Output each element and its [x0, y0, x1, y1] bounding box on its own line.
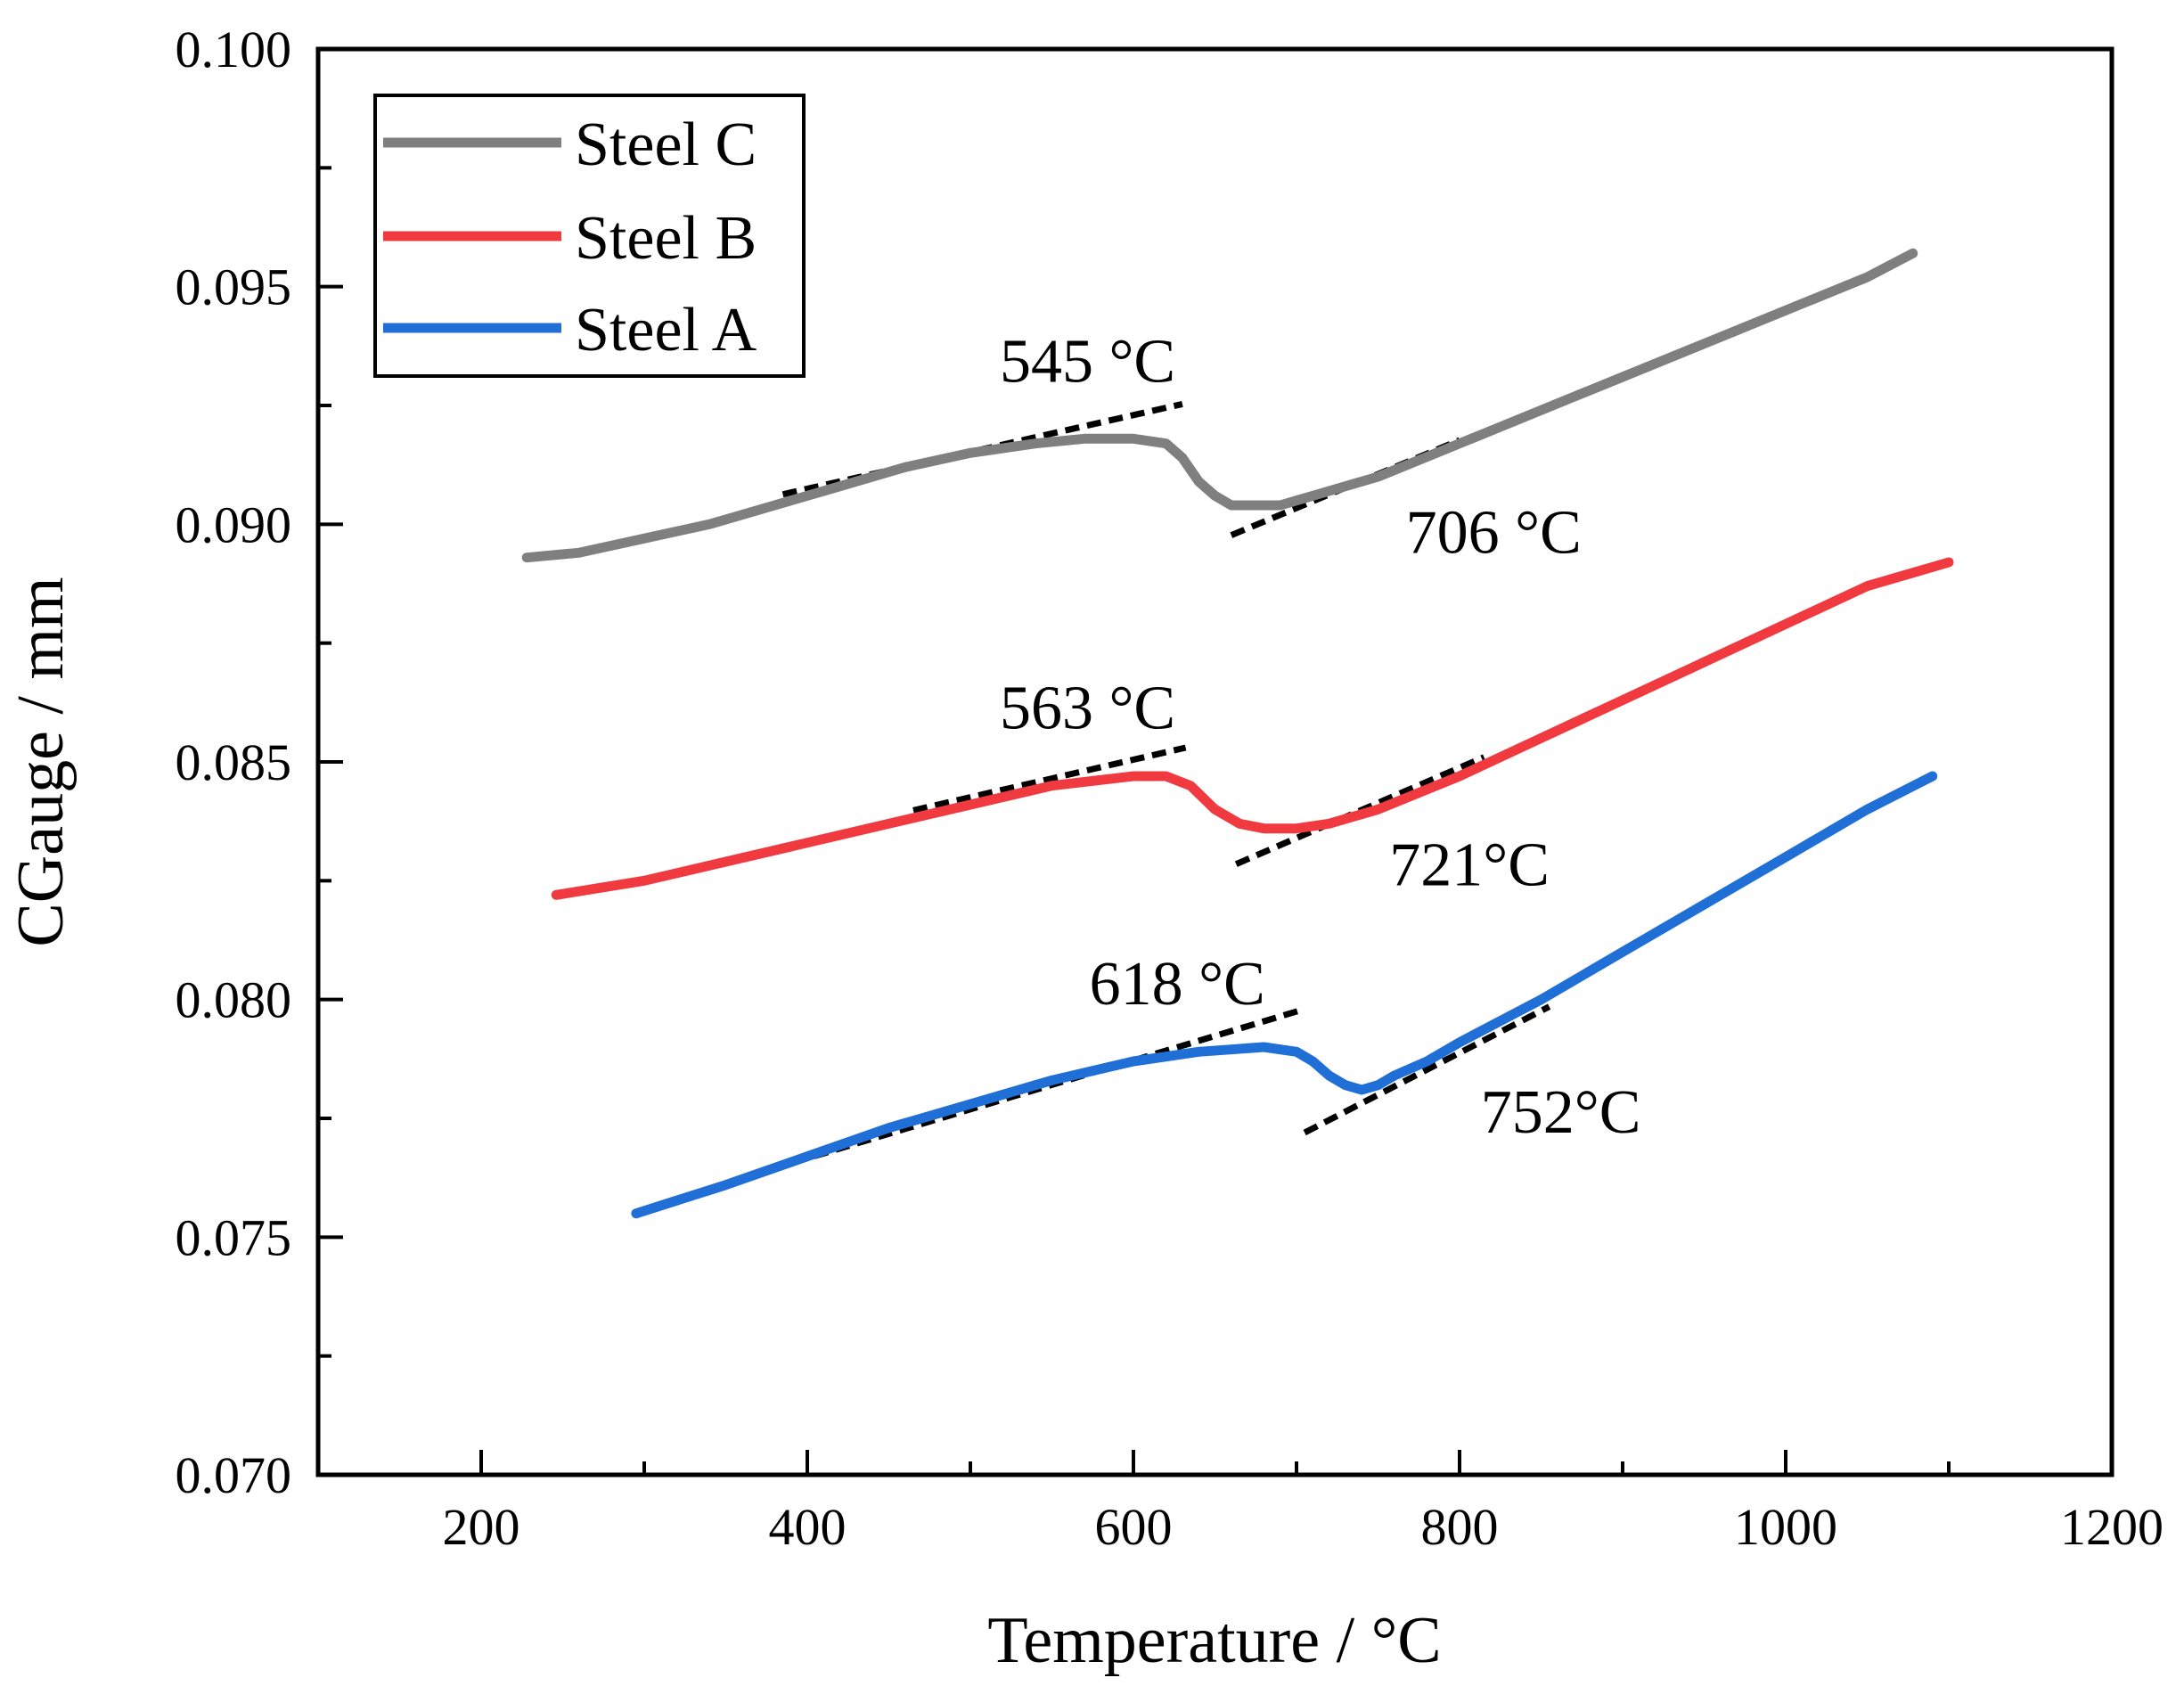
- x-tick-label: 400: [769, 1498, 847, 1556]
- annotation-label: 545 °C: [1000, 327, 1175, 396]
- x-tick-label: 1000: [1734, 1498, 1837, 1556]
- y-axis-title: CGauge / mm: [4, 577, 78, 946]
- x-axis-title: Temperature / °C: [987, 1604, 1441, 1677]
- y-tick-label: 0.070: [176, 1446, 292, 1504]
- x-tick-label: 200: [443, 1498, 520, 1556]
- y-tick-label: 0.085: [176, 733, 292, 791]
- annotation-label: 706 °C: [1406, 498, 1582, 567]
- data-series: [521, 248, 1954, 1219]
- y-tick-label: 0.095: [176, 258, 292, 316]
- x-tick-label: 800: [1421, 1498, 1499, 1556]
- y-tick-label: 0.100: [176, 20, 292, 78]
- transition-annotations: 545 °C 706 °C 563 °C 721°C 618 °C 752°C: [1000, 327, 1641, 1147]
- series-line-steel-a: [631, 771, 1938, 1219]
- tangent-line-steel-b: [912, 744, 1187, 814]
- x-tick-label: 1200: [2060, 1498, 2164, 1556]
- axis-tick-labels: 200 400 600 800 1000 1200 0.070 0.075 0.080 0.085…: [176, 20, 2164, 1556]
- legend-label-steel-c: Steel C: [575, 110, 757, 179]
- series-line-steel-b: [551, 557, 1954, 900]
- legend: Steel C Steel B Steel A: [373, 94, 806, 378]
- annotation-label: 721°C: [1389, 831, 1550, 900]
- axis-ticks: [316, 47, 2114, 1477]
- tangent-line-steel-a: [1303, 1003, 1551, 1136]
- legend-label-steel-a: Steel A: [575, 296, 757, 364]
- x-tick-label: 600: [1095, 1498, 1173, 1556]
- y-tick-label: 0.075: [176, 1208, 292, 1266]
- annotation-label: 563 °C: [1000, 675, 1175, 743]
- series-line-steel-c: [521, 248, 1918, 563]
- annotation-label: 618 °C: [1090, 950, 1265, 1019]
- legend-label-steel-b: Steel B: [575, 204, 757, 273]
- annotation-label: 752°C: [1481, 1078, 1641, 1147]
- y-tick-label: 0.080: [176, 971, 292, 1029]
- y-tick-label: 0.090: [176, 495, 292, 553]
